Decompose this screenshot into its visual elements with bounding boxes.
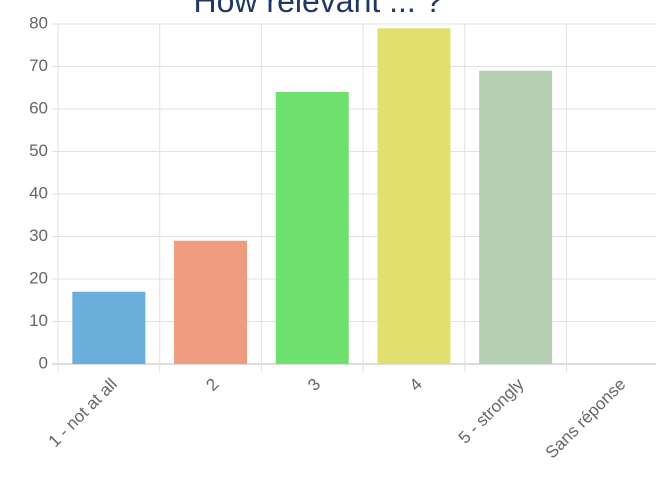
bar: [479, 70, 553, 364]
y-tick-label: 40: [29, 183, 48, 202]
bar: [72, 291, 146, 364]
x-tick-label: 4: [406, 375, 426, 395]
x-tick-label: 5 - strongly: [455, 374, 528, 447]
y-tick-label: 10: [29, 311, 48, 330]
y-tick-label: 20: [29, 268, 48, 287]
bar: [174, 240, 248, 364]
x-tick-label: 3: [304, 375, 324, 395]
y-tick-label: 30: [29, 226, 48, 245]
x-tick-label: 2: [202, 375, 222, 395]
y-tick-label: 0: [39, 353, 48, 372]
y-tick-label: 80: [29, 13, 48, 32]
x-tick-label: Sans réponse: [542, 375, 630, 463]
chart-title: How relevant ... ?: [194, 0, 443, 19]
y-tick-label: 50: [29, 141, 48, 160]
bar: [275, 92, 349, 364]
y-tick-label: 70: [29, 56, 48, 75]
y-tick-label: 60: [29, 98, 48, 117]
bar: [377, 28, 451, 364]
x-tick-label: 1 - not at all: [45, 375, 121, 451]
